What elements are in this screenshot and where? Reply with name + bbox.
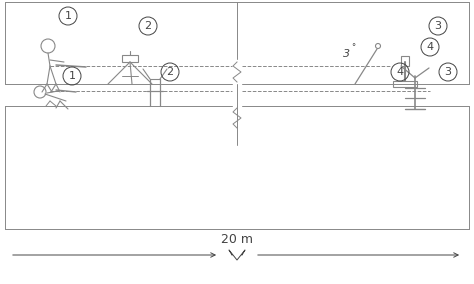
Bar	[122, 55, 138, 62]
Text: 2: 2	[166, 67, 173, 77]
Text: 1: 1	[69, 71, 75, 81]
Text: 1: 1	[64, 11, 72, 21]
Text: 2: 2	[145, 21, 152, 31]
Text: °: °	[351, 43, 355, 53]
Bar	[401, 56, 409, 66]
Text: 3: 3	[344, 49, 351, 59]
Text: 3: 3	[435, 21, 441, 31]
Text: 4: 4	[427, 42, 434, 52]
Text: 4: 4	[396, 67, 403, 77]
Bar	[393, 81, 417, 87]
Text: 20 m: 20 m	[221, 233, 253, 246]
Text: 3: 3	[445, 67, 452, 77]
